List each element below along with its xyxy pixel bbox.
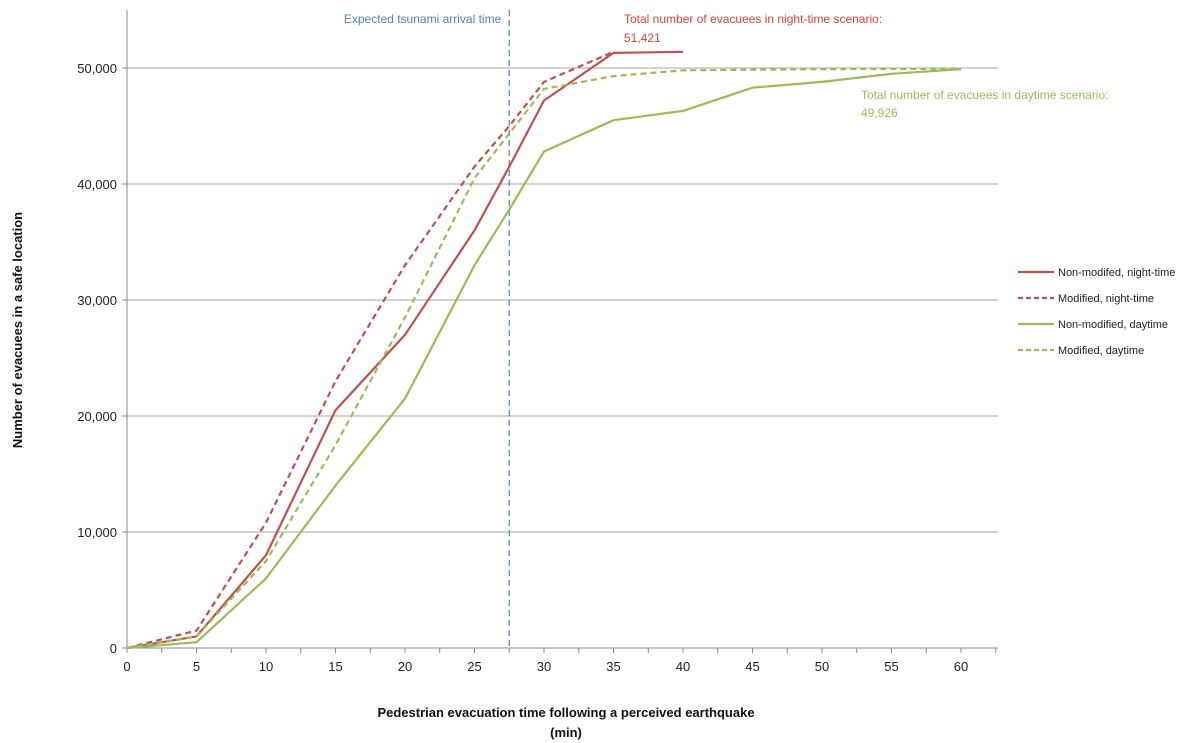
series-line-1	[126, 50, 614, 650]
x-tick-label-4: 20	[398, 659, 412, 674]
gridlines	[127, 67, 998, 533]
annotations: Total number of evacuees in night-time s…	[624, 12, 1108, 120]
x-tick-label-10: 50	[815, 659, 829, 674]
axes	[126, 10, 998, 649]
x-tick-label-7: 35	[606, 659, 620, 674]
tsunami-arrival-marker: Expected tsunami arrival time	[344, 10, 510, 648]
x-tick-label-12: 60	[954, 659, 968, 674]
x-tick-label-0: 0	[123, 659, 130, 674]
y-axis-title: Number of evacuees in a safe location	[10, 212, 25, 448]
y-tick-label-2: 20,000	[77, 409, 117, 424]
x-axis-title-line2: (min)	[550, 725, 582, 740]
y-tick-label-1: 10,000	[77, 525, 117, 540]
legend-label-2: Non-modified, daytime	[1058, 319, 1168, 331]
y-tick-label-0: 0	[110, 641, 117, 656]
x-tick-label-8: 40	[676, 659, 690, 674]
legend-label-1: Modified, night-time	[1058, 293, 1154, 305]
y-tick-label-3: 30,000	[77, 293, 117, 308]
x-tick-label-9: 45	[745, 659, 759, 674]
x-tick-label-3: 15	[328, 659, 342, 674]
x-tick-label-5: 25	[467, 659, 481, 674]
day-total-annotation-value: 49,926	[861, 106, 898, 120]
y-tick-label-5: 50,000	[77, 61, 117, 76]
x-tick-label-6: 30	[537, 659, 551, 674]
day-total-annotation-line1: Total number of evacuees in daytime scen…	[861, 88, 1108, 102]
legend: Non-modifed, night-time Modified, night-t…	[1018, 267, 1175, 357]
y-tick-label-4: 40,000	[77, 177, 117, 192]
series-line-0	[126, 50, 684, 650]
series-lines	[126, 50, 962, 650]
series-line-3	[126, 67, 961, 650]
x-tick-label-1: 5	[193, 659, 200, 674]
legend-label-0: Non-modifed, night-time	[1058, 267, 1175, 279]
x-tick-label-2: 10	[259, 659, 273, 674]
night-total-annotation-value: 51,421	[624, 31, 661, 45]
tsunami-arrival-label: Expected tsunami arrival time	[344, 12, 502, 26]
x-ticks: 0 5 10 15 20 25 30 35 40 45 50 55 60	[123, 648, 997, 674]
series-line-2	[126, 68, 962, 650]
legend-label-3: Modified, daytime	[1058, 345, 1144, 357]
night-total-annotation-line1: Total number of evacuees in night-time s…	[624, 12, 882, 26]
y-ticks: 0 10,000 20,000 30,000 40,000 50,000	[77, 61, 127, 656]
x-tick-label-11: 55	[884, 659, 898, 674]
x-axis-title-line1: Pedestrian evacuation time following a p…	[377, 705, 754, 720]
